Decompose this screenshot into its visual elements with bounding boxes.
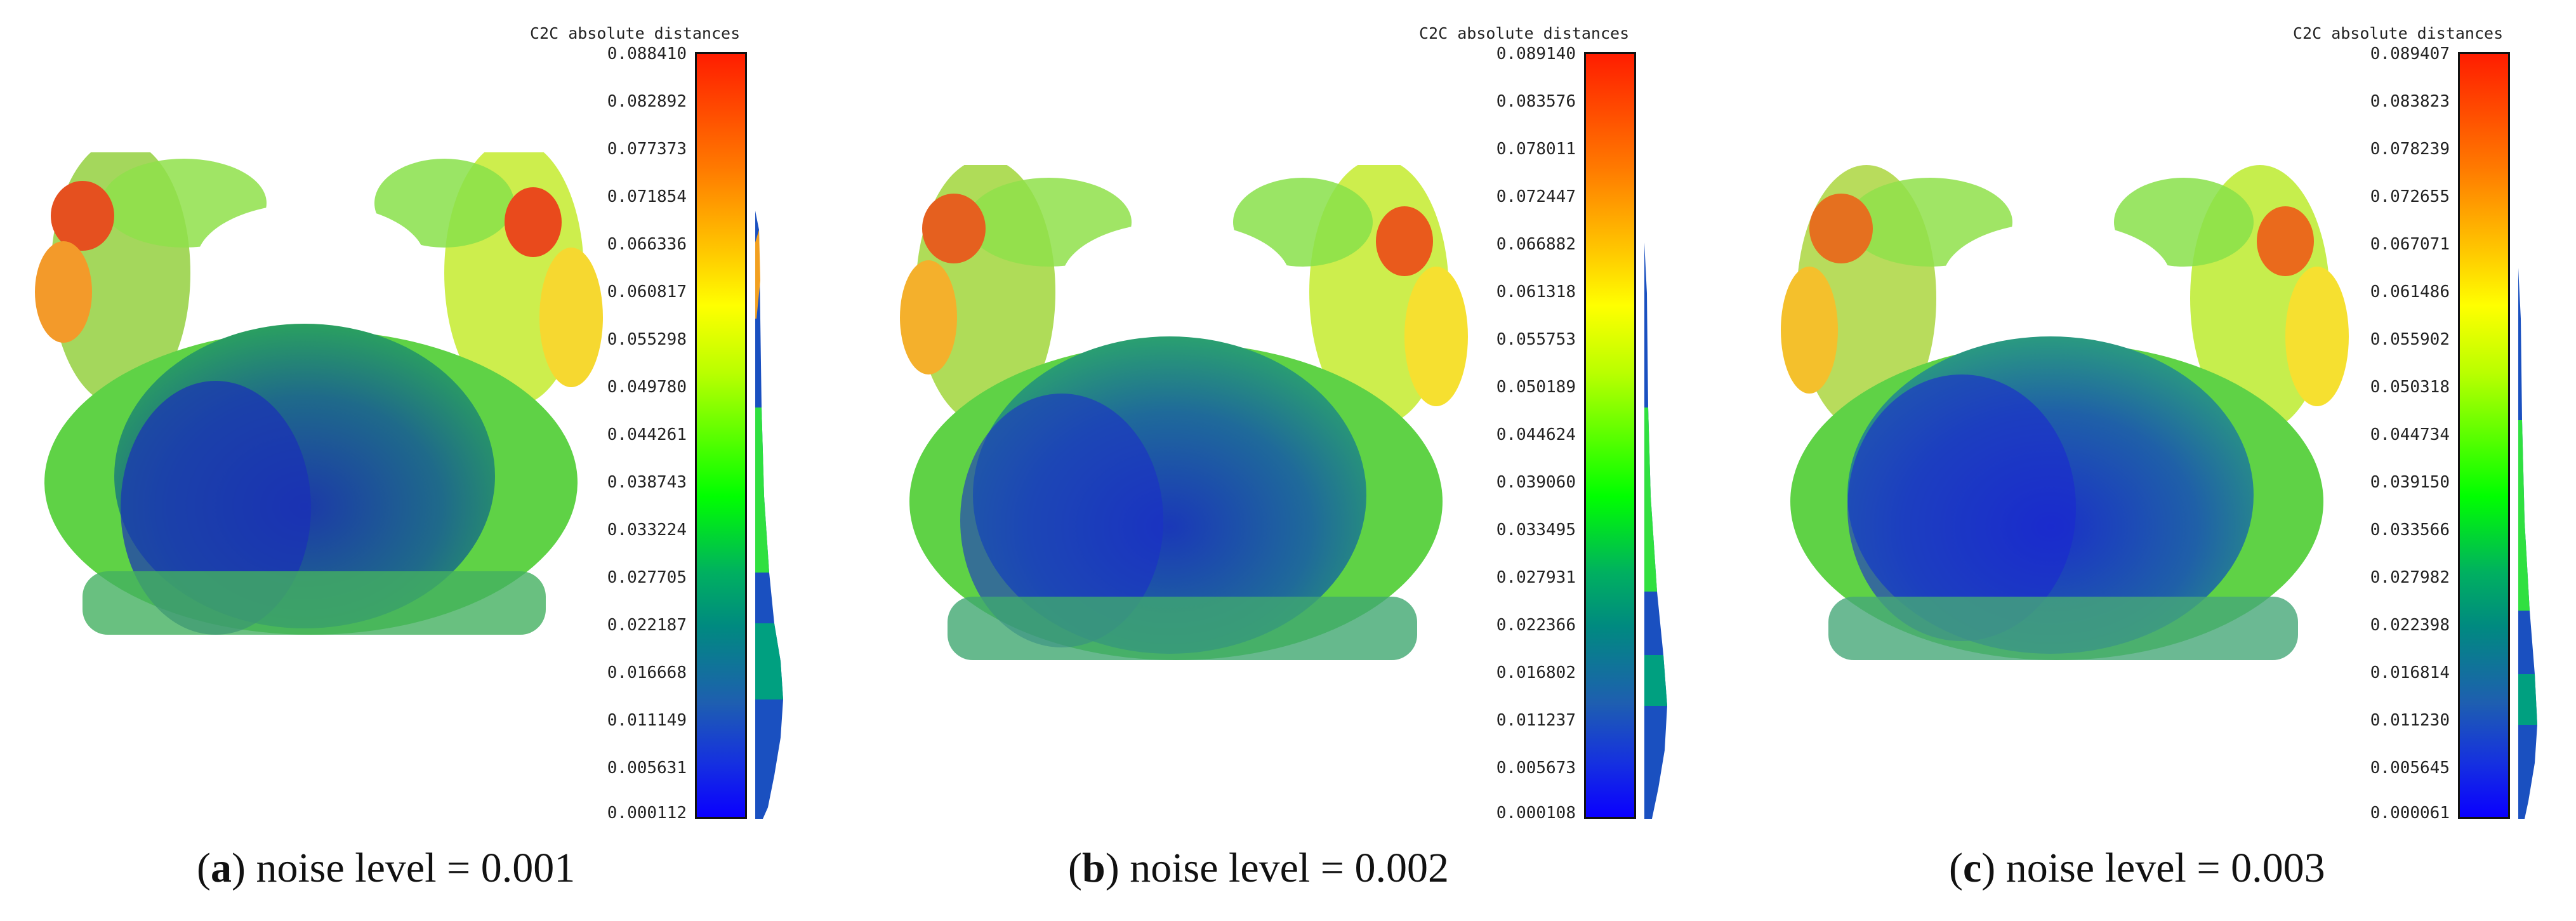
tick-label: 0.022398 bbox=[2370, 616, 2450, 635]
tick-label: 0.066882 bbox=[1496, 235, 1576, 254]
point-cloud-bunny-c bbox=[1781, 165, 2349, 660]
caption-c: (c) noise level = 0.003 bbox=[1949, 845, 2325, 891]
histogram bbox=[755, 211, 783, 819]
tick-label: 0.055753 bbox=[1496, 330, 1576, 349]
tick-label: 0.088410 bbox=[607, 44, 687, 63]
tick-label: 0.033495 bbox=[1496, 520, 1576, 540]
tick-label: 0.060817 bbox=[607, 282, 687, 301]
tick-label: 0.083576 bbox=[1496, 92, 1576, 111]
tick-label: 0.016814 bbox=[2370, 663, 2450, 682]
tick-label: 0.044261 bbox=[607, 425, 687, 444]
tick-label: 0.005645 bbox=[2370, 759, 2450, 778]
tick-label: 0.078011 bbox=[1496, 140, 1576, 159]
tick-label: 0.000112 bbox=[607, 804, 687, 823]
caption-text: noise level = 0.001 bbox=[256, 845, 576, 891]
tick-label: 0.082892 bbox=[607, 92, 687, 111]
tick-label: 0.011149 bbox=[607, 711, 687, 730]
tick-label: 0.000108 bbox=[1496, 804, 1576, 823]
histogram bbox=[2518, 268, 2537, 819]
tick-label: 0.000061 bbox=[2370, 804, 2450, 823]
tick-label: 0.050189 bbox=[1496, 378, 1576, 397]
caption-text: noise level = 0.002 bbox=[1130, 845, 1449, 891]
colorbar-title: C2C absolute distances bbox=[530, 24, 741, 43]
tick-label: 0.072655 bbox=[2370, 187, 2450, 206]
caption-letter: c bbox=[1962, 845, 1982, 891]
colorbar-title: C2C absolute distances bbox=[2293, 24, 2504, 43]
tick-label: 0.033566 bbox=[2370, 520, 2450, 540]
tick-label: 0.061486 bbox=[2370, 282, 2450, 301]
caption-b: (b) noise level = 0.002 bbox=[1068, 845, 1449, 891]
tick-label: 0.078239 bbox=[2370, 140, 2450, 159]
tick-label: 0.050318 bbox=[2370, 378, 2450, 397]
tick-label: 0.022366 bbox=[1496, 616, 1576, 635]
tick-label: 0.071854 bbox=[607, 187, 687, 206]
tick-label: 0.011237 bbox=[1496, 711, 1576, 730]
tick-label: 0.089407 bbox=[2370, 44, 2450, 63]
panel-b: C2C absolute distances 0.089140 0.083576… bbox=[859, 0, 1717, 921]
colorbar bbox=[695, 52, 747, 819]
tick-label: 0.055298 bbox=[607, 330, 687, 349]
point-cloud-bunny-b bbox=[900, 165, 1468, 660]
tick-label: 0.072447 bbox=[1496, 187, 1576, 206]
colorbar-title: C2C absolute distances bbox=[1419, 24, 1630, 43]
tick-label: 0.038743 bbox=[607, 473, 687, 492]
tick-label: 0.005631 bbox=[607, 759, 687, 778]
panel-c: C2C absolute distances 0.089407 0.083823… bbox=[1717, 0, 2576, 921]
tick-label: 0.005673 bbox=[1496, 759, 1576, 778]
tick-label: 0.033224 bbox=[607, 520, 687, 540]
tick-label: 0.044734 bbox=[2370, 425, 2450, 444]
tick-label: 0.077373 bbox=[607, 140, 687, 159]
tick-label: 0.089140 bbox=[1496, 44, 1576, 63]
caption-letter: b bbox=[1081, 845, 1106, 891]
point-cloud-bunny-a bbox=[35, 152, 603, 635]
histogram bbox=[1644, 242, 1667, 819]
panel-a: C2C absolute distances 0.088410 0.082892… bbox=[0, 0, 859, 921]
caption-letter: a bbox=[210, 845, 232, 891]
tick-label: 0.027982 bbox=[2370, 568, 2450, 587]
tick-label: 0.055902 bbox=[2370, 330, 2450, 349]
tick-label: 0.016802 bbox=[1496, 663, 1576, 682]
tick-label: 0.039060 bbox=[1496, 473, 1576, 492]
tick-label: 0.049780 bbox=[607, 378, 687, 397]
tick-label: 0.027931 bbox=[1496, 568, 1576, 587]
tick-label: 0.061318 bbox=[1496, 282, 1576, 301]
tick-label: 0.083823 bbox=[2370, 92, 2450, 111]
tick-label: 0.044624 bbox=[1496, 425, 1576, 444]
caption-a: (a) noise level = 0.001 bbox=[197, 845, 576, 891]
caption-text: noise level = 0.003 bbox=[2005, 845, 2325, 891]
tick-label: 0.067071 bbox=[2370, 235, 2450, 254]
colorbar bbox=[2458, 52, 2510, 819]
tick-label: 0.016668 bbox=[607, 663, 687, 682]
colorbar bbox=[1584, 52, 1636, 819]
tick-label: 0.066336 bbox=[607, 235, 687, 254]
tick-label: 0.011230 bbox=[2370, 711, 2450, 730]
tick-label: 0.027705 bbox=[607, 568, 687, 587]
tick-label: 0.022187 bbox=[607, 616, 687, 635]
tick-label: 0.039150 bbox=[2370, 473, 2450, 492]
